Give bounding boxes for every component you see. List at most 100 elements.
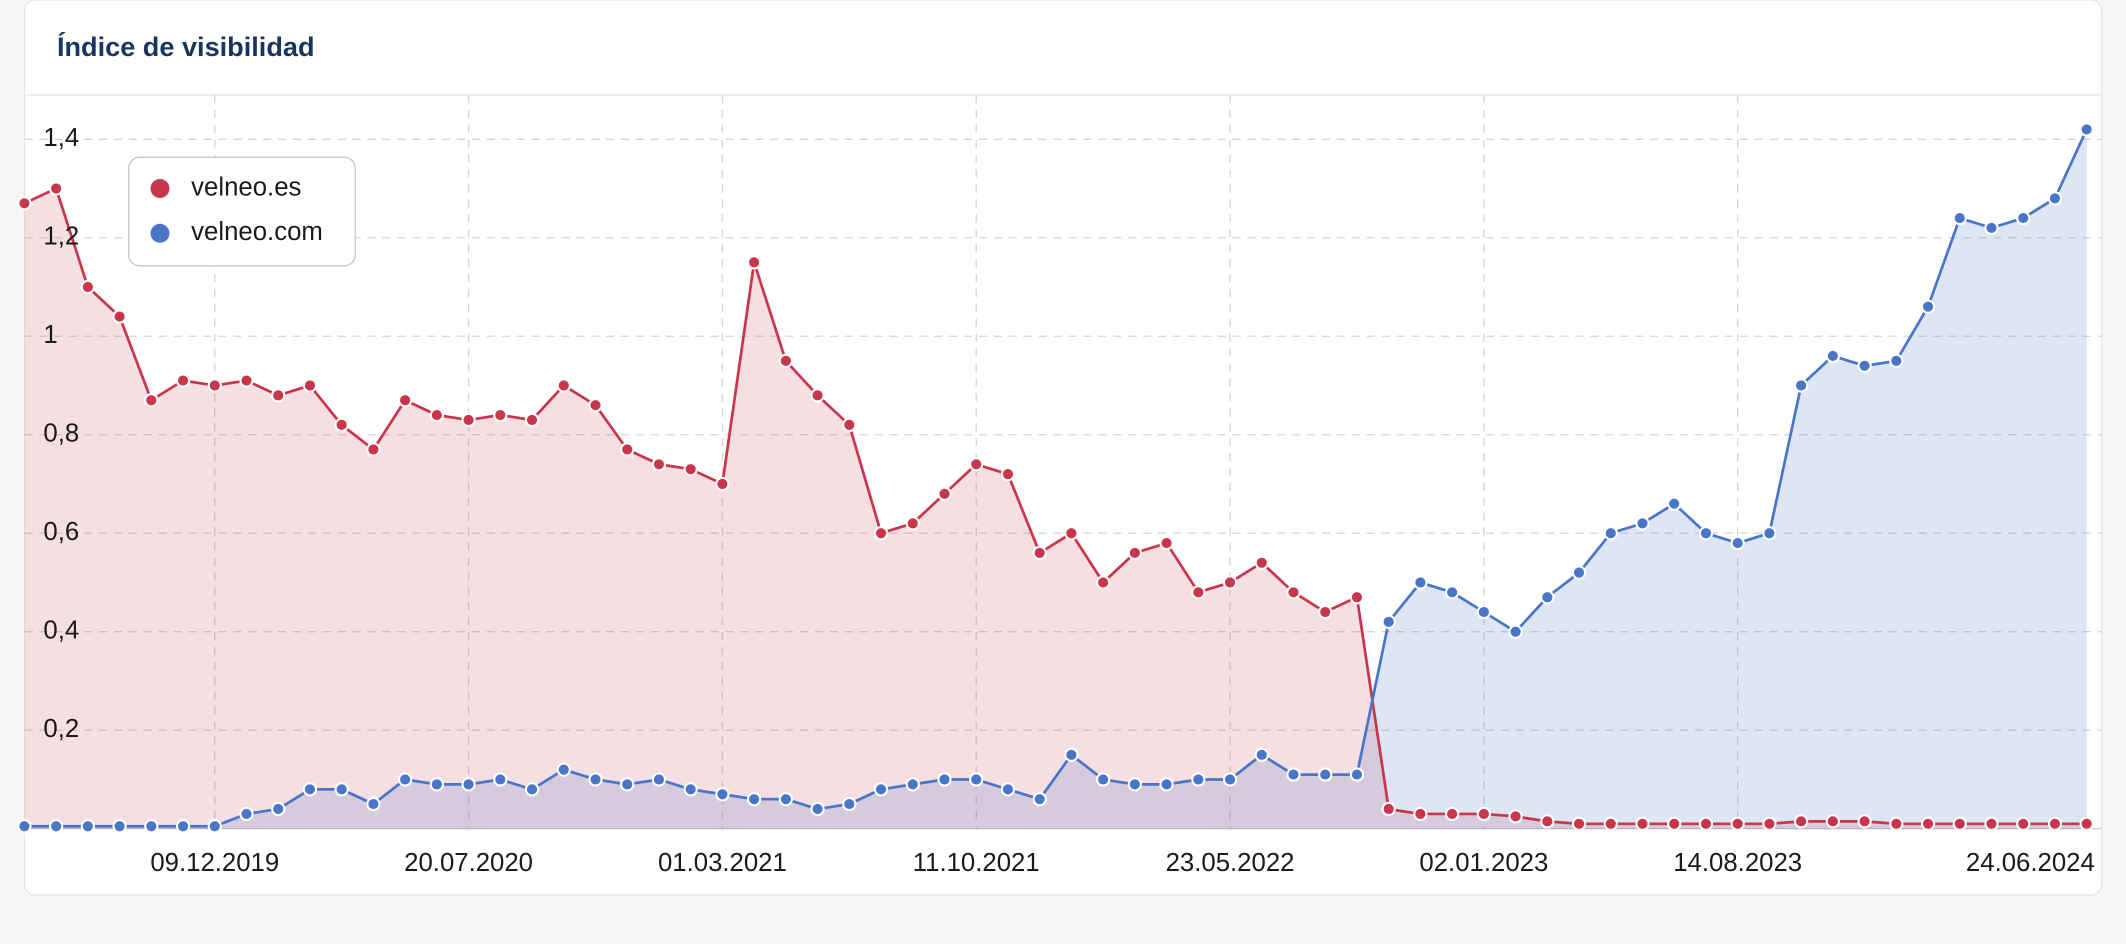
x-tick-label: 24.06.2024 <box>1966 849 2095 877</box>
data-point <box>1952 210 1967 226</box>
series-area <box>24 129 2087 829</box>
plot <box>17 122 2094 834</box>
data-point <box>112 309 127 324</box>
x-tick-label: 23.05.2022 <box>1166 849 1295 877</box>
data-point <box>1540 590 1555 605</box>
data-point <box>556 762 571 777</box>
data-point <box>1349 767 1365 782</box>
x-tick-label: 02.01.2023 <box>1419 849 1548 877</box>
data-point <box>1825 814 1840 829</box>
data-point <box>1889 816 1904 831</box>
data-point <box>1032 792 1047 807</box>
data-point <box>747 255 762 270</box>
data-point <box>144 393 159 408</box>
data-point <box>366 442 381 457</box>
data-point <box>524 412 540 428</box>
data-point <box>1318 767 1333 782</box>
data-point <box>2079 122 2094 137</box>
data-point <box>683 782 698 797</box>
data-point <box>17 819 32 834</box>
data-point <box>1254 747 1269 762</box>
data-point <box>1698 816 1714 831</box>
data-point <box>461 412 476 428</box>
data-point <box>1286 585 1301 600</box>
data-point <box>778 353 793 368</box>
data-point <box>620 442 635 457</box>
data-point <box>112 819 127 834</box>
data-point <box>651 772 667 787</box>
data-point <box>1984 816 1999 831</box>
data-point <box>588 398 603 413</box>
data-point <box>49 181 64 196</box>
data-point <box>1762 526 1777 541</box>
data-point <box>1032 545 1047 561</box>
data-point <box>1889 353 1904 368</box>
data-point <box>239 373 254 388</box>
data-point <box>778 792 793 807</box>
data-point <box>969 772 984 787</box>
card <box>23 0 2103 896</box>
data-point <box>1635 516 1650 531</box>
data-point <box>715 787 730 802</box>
data-point <box>1857 814 1872 829</box>
data-point <box>937 486 952 501</box>
x-tick-label: 01.03.2021 <box>658 849 787 877</box>
data-point <box>1254 555 1269 570</box>
data-point <box>556 378 571 393</box>
data-point <box>49 819 64 834</box>
data-point <box>1857 358 1872 373</box>
y-tick-label: 0,6 <box>43 518 79 546</box>
data-point <box>937 772 952 787</box>
data-point <box>873 526 889 541</box>
data-point <box>175 373 191 388</box>
data-point <box>1794 378 1809 393</box>
data-point <box>1445 806 1460 822</box>
data-point <box>1476 604 1491 620</box>
x-tick-label: 14.08.2023 <box>1673 849 1802 877</box>
data-point <box>2047 191 2063 206</box>
data-point <box>1920 299 1936 314</box>
legend-label: velneo.es <box>191 173 301 201</box>
data-point <box>1096 772 1111 787</box>
data-point <box>239 806 254 822</box>
legend-box <box>128 156 356 267</box>
data-point <box>1349 590 1365 605</box>
data-point <box>207 378 222 393</box>
legend-label: velneo.com <box>191 218 323 246</box>
legend: velneo.es velneo.com <box>128 156 356 267</box>
data-point <box>271 388 286 403</box>
data-point <box>1571 816 1587 831</box>
data-point <box>2016 816 2031 831</box>
data-point <box>969 457 984 472</box>
y-tick-label: 0,8 <box>43 420 79 448</box>
data-point <box>429 407 444 423</box>
data-point <box>1603 526 1618 541</box>
data-point <box>1508 624 1523 639</box>
chart-title: Índice de visibilidad <box>57 31 315 62</box>
y-tick-label: 1,2 <box>43 223 79 251</box>
data-point <box>1222 772 1238 787</box>
data-point <box>1635 816 1650 831</box>
data-point <box>905 516 920 531</box>
data-point <box>207 819 222 834</box>
data-point <box>80 819 95 834</box>
data-point <box>1286 767 1301 782</box>
data-point <box>1920 816 1936 831</box>
data-point <box>524 782 540 797</box>
data-point <box>1825 348 1840 364</box>
data-point <box>1730 535 1745 551</box>
data-point <box>1698 526 1714 541</box>
data-point <box>1191 772 1206 787</box>
legend-marker <box>150 223 170 243</box>
data-point <box>905 777 920 792</box>
data-point <box>1508 809 1523 824</box>
data-point <box>175 819 191 834</box>
data-point <box>366 796 381 812</box>
data-point <box>17 196 32 211</box>
data-point <box>810 388 825 403</box>
data-point <box>1159 535 1174 551</box>
data-point <box>651 457 667 472</box>
data-point <box>2079 816 2094 831</box>
y-tick-label: 0,2 <box>43 715 79 743</box>
data-point <box>1318 604 1333 620</box>
